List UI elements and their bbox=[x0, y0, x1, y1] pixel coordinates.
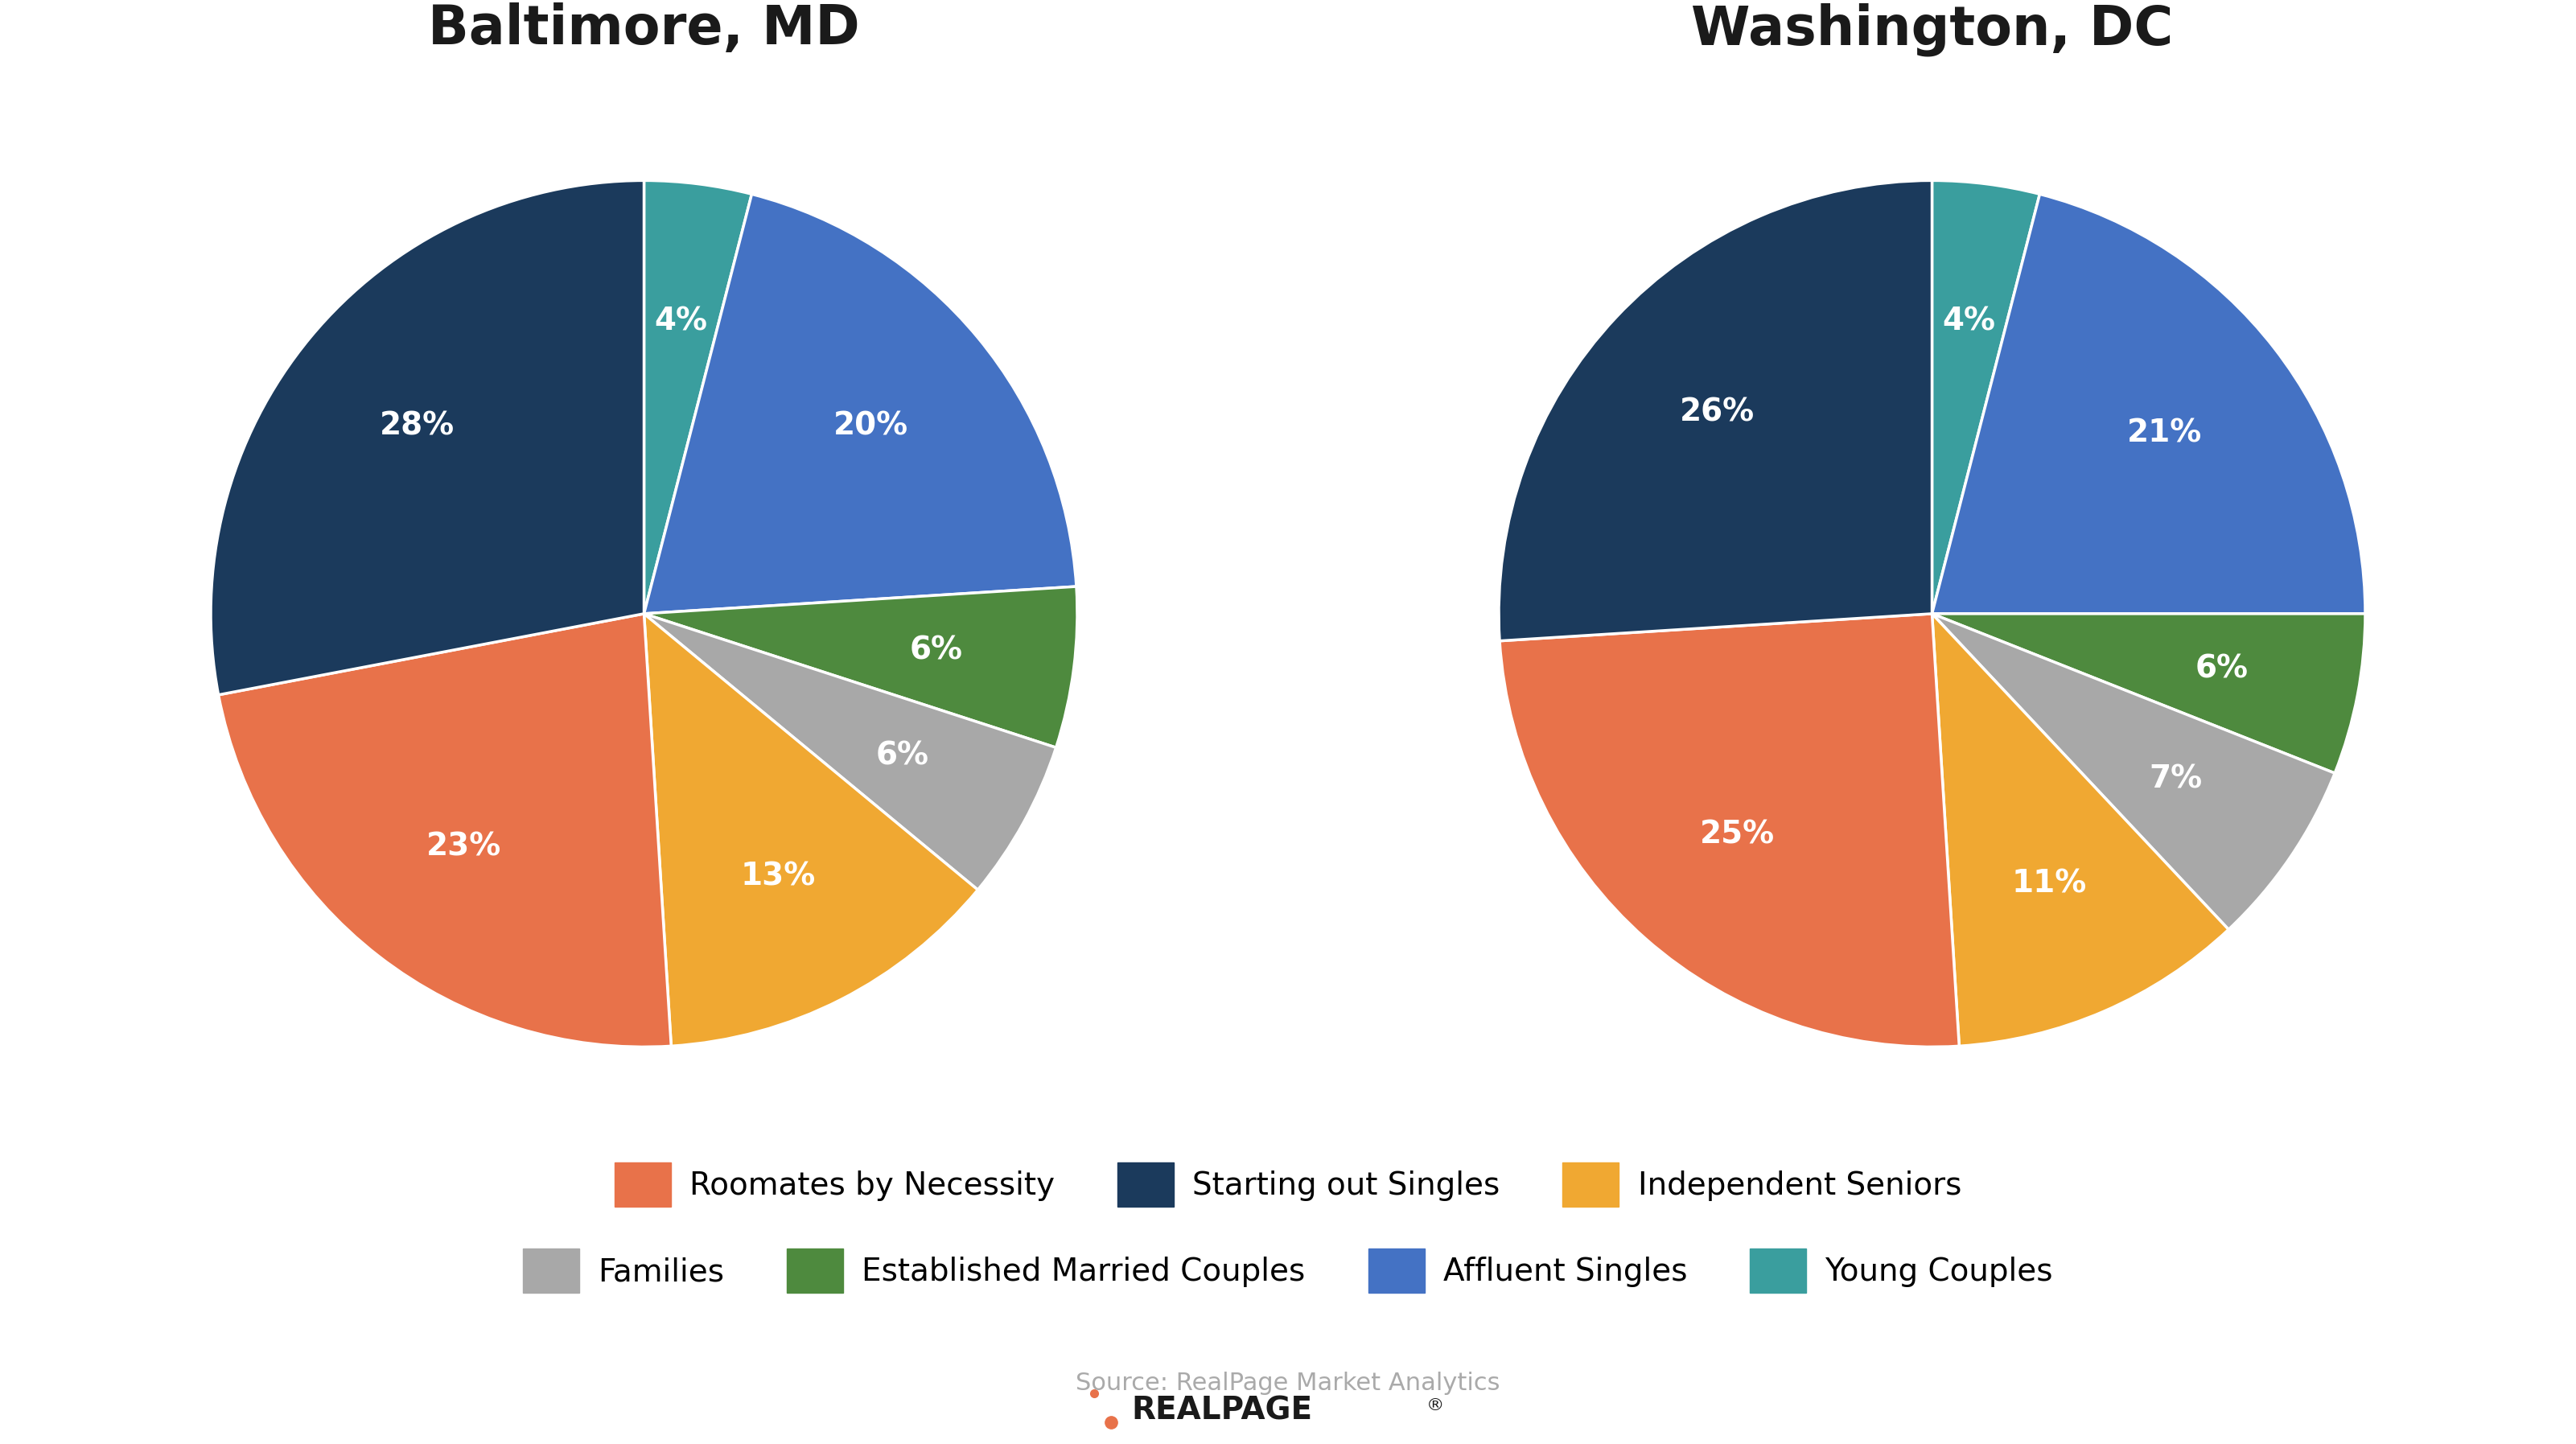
Wedge shape bbox=[219, 614, 672, 1047]
Text: 25%: 25% bbox=[1700, 819, 1775, 851]
Wedge shape bbox=[644, 586, 1077, 748]
Title: Washington, DC: Washington, DC bbox=[1690, 3, 2174, 56]
Text: 4%: 4% bbox=[1942, 306, 1996, 336]
Wedge shape bbox=[644, 180, 752, 614]
Wedge shape bbox=[1932, 180, 2040, 614]
Text: ®: ® bbox=[1427, 1396, 1445, 1414]
Text: 6%: 6% bbox=[909, 635, 963, 666]
Text: 11%: 11% bbox=[2012, 869, 2087, 900]
Wedge shape bbox=[1932, 614, 2228, 1045]
Legend: Families, Established Married Couples, Affluent Singles, Young Couples: Families, Established Married Couples, A… bbox=[510, 1236, 2066, 1305]
Text: 6%: 6% bbox=[2195, 654, 2249, 684]
Wedge shape bbox=[644, 614, 979, 1045]
Text: 13%: 13% bbox=[739, 861, 814, 891]
Wedge shape bbox=[644, 193, 1077, 614]
Text: 28%: 28% bbox=[379, 410, 453, 442]
Text: 23%: 23% bbox=[425, 832, 500, 862]
Wedge shape bbox=[211, 180, 644, 695]
Text: 7%: 7% bbox=[2148, 764, 2202, 794]
Text: 20%: 20% bbox=[835, 410, 909, 442]
Wedge shape bbox=[644, 614, 1056, 890]
Text: Source: RealPage Market Analytics: Source: RealPage Market Analytics bbox=[1077, 1372, 1499, 1395]
Text: REALPAGE: REALPAGE bbox=[1131, 1395, 1314, 1427]
Title: Baltimore, MD: Baltimore, MD bbox=[428, 3, 860, 55]
Wedge shape bbox=[1932, 614, 2334, 930]
Text: 4%: 4% bbox=[654, 306, 708, 336]
Text: 21%: 21% bbox=[2128, 417, 2202, 449]
Wedge shape bbox=[1932, 614, 2365, 773]
Text: 6%: 6% bbox=[876, 741, 930, 771]
Wedge shape bbox=[1499, 180, 1932, 641]
Wedge shape bbox=[1932, 193, 2365, 614]
Text: 26%: 26% bbox=[1680, 397, 1754, 427]
Legend: Roomates by Necessity, Starting out Singles, Independent Seniors: Roomates by Necessity, Starting out Sing… bbox=[603, 1149, 1973, 1219]
Wedge shape bbox=[1499, 614, 1960, 1047]
